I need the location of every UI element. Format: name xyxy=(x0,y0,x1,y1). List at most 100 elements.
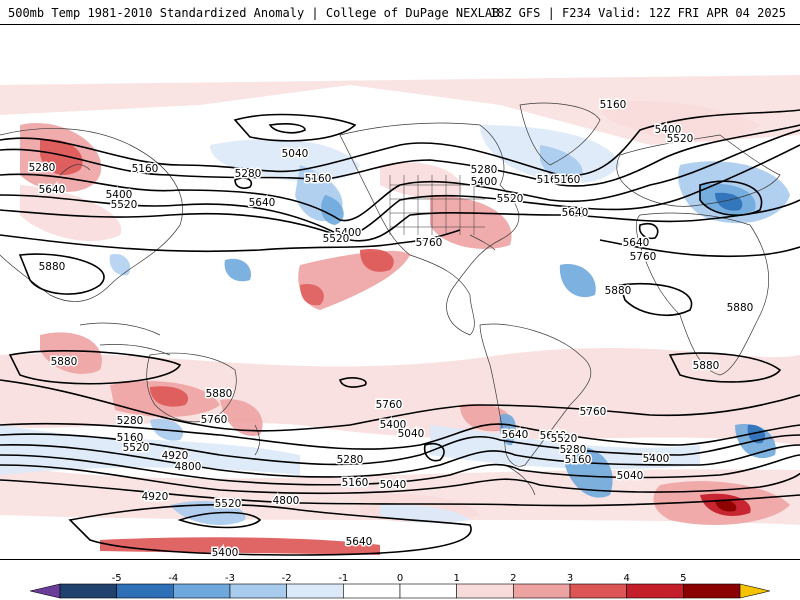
pale-red-band xyxy=(0,347,800,445)
contour-label: 5040 xyxy=(617,470,644,482)
red-anomaly xyxy=(430,195,512,249)
pale-red-band xyxy=(0,75,800,145)
color-scale-swatch xyxy=(569,583,627,599)
color-scale-tick-label: -5 xyxy=(112,573,122,584)
contour-label: 5280 xyxy=(117,415,144,427)
contour-5280-north xyxy=(0,124,800,187)
contour-label: 5160 xyxy=(600,99,627,111)
contour-label: 5040 xyxy=(398,428,425,440)
color-scale-tick-label: 1 xyxy=(453,573,459,584)
contour-label: 5400 xyxy=(380,419,407,431)
blue-anomaly xyxy=(321,195,344,225)
contour-label: 5880 xyxy=(693,360,720,372)
contour-label: 5160 xyxy=(554,174,581,186)
contour-label: 5520 xyxy=(551,433,578,445)
color-scale-ticks: -5 -4 -3 -2 -1 0 1 2 3 4 5 xyxy=(112,573,687,584)
contour-5040-south xyxy=(0,479,800,507)
contour-5880-ring-africa xyxy=(618,282,693,316)
contour-ring-pacific-north xyxy=(233,113,357,142)
europe-coast xyxy=(616,134,781,207)
contour-label: 5280 xyxy=(29,162,56,174)
contour-label: 5160 xyxy=(117,432,144,444)
color-scale-swatch xyxy=(456,583,514,599)
contour-label: 5160 xyxy=(565,454,592,466)
contour-label: 5520 xyxy=(667,133,694,145)
contour-label: 5880 xyxy=(727,302,754,314)
contour-5880-ring-sa xyxy=(668,352,782,383)
caribbean-coast xyxy=(469,234,496,251)
blue-anomaly xyxy=(715,192,743,211)
contour-5160-north xyxy=(0,109,800,177)
color-scale-swatches xyxy=(29,583,771,599)
contour-5160-south xyxy=(0,464,800,495)
blue-anomaly xyxy=(559,264,596,298)
contour-label: 5760 xyxy=(580,406,607,418)
contour-5640-north xyxy=(0,199,800,242)
color-scale-swatch xyxy=(399,583,457,599)
contour-ring-small-b xyxy=(423,442,445,462)
color-scale-swatch xyxy=(626,583,684,599)
contour-ring-europe xyxy=(699,180,763,216)
anomaly-map: 5160 5400 5520 5160 5280 5640 5400 5520 5160 5040… xyxy=(0,24,800,560)
greenland-coast xyxy=(519,102,601,166)
contour-5760-south xyxy=(0,379,800,432)
contour-label: 4800 xyxy=(273,495,300,507)
contour-5520-north xyxy=(0,144,800,237)
height-contours xyxy=(0,109,800,556)
blue-anomaly xyxy=(380,504,470,523)
contour-label: 4800 xyxy=(175,461,202,473)
blue-anomaly xyxy=(109,254,131,276)
dark-red-anomaly xyxy=(150,386,189,407)
color-scale-tick-label: 3 xyxy=(567,573,573,584)
contour-label: 5160 xyxy=(305,173,332,185)
contour-label: 5280 xyxy=(560,444,587,456)
contour-label: 5640 xyxy=(623,237,650,249)
contour-label: 5880 xyxy=(206,388,233,400)
contour-label: 5040 xyxy=(282,148,309,160)
anomaly-shading xyxy=(0,75,800,555)
contour-label: 5640 xyxy=(562,207,589,219)
contour-5640-south xyxy=(0,422,800,450)
map-title: 500mb Temp 1981-2010 Standardized Anomal… xyxy=(8,6,500,20)
contour-label: 5520 xyxy=(323,233,350,245)
color-scale-tick-label: -3 xyxy=(225,573,235,584)
dark-red-anomaly xyxy=(360,249,394,272)
contour-ring-pacific-north-inner xyxy=(268,123,306,134)
contour-label: 5280 xyxy=(471,164,498,176)
contour-5880-ring-indian xyxy=(8,350,182,385)
red-anomaly xyxy=(40,332,102,374)
red-anomaly xyxy=(20,185,122,242)
color-scale-swatch xyxy=(513,583,571,599)
red-anomaly xyxy=(300,284,324,306)
color-scale-swatch xyxy=(683,583,741,599)
contour-5400-south xyxy=(0,444,800,478)
contour-label: 5400 xyxy=(643,453,670,465)
contour-label: 5280 xyxy=(337,454,364,466)
contour-label: 5160 xyxy=(537,174,564,186)
blue-anomaly xyxy=(565,445,613,498)
africa-coast xyxy=(635,212,770,376)
blue-anomaly xyxy=(747,424,766,444)
contour-5520-south xyxy=(0,433,800,466)
contour-label: 5160 xyxy=(342,477,369,489)
color-scale-tick-label: -4 xyxy=(168,573,178,584)
red-anomaly xyxy=(100,537,380,555)
blue-anomaly xyxy=(210,139,360,182)
contour-label: 5760 xyxy=(630,251,657,263)
contour-label: 5400 xyxy=(655,124,682,136)
south-america-coast xyxy=(479,323,592,467)
dark-red-anomaly xyxy=(715,499,737,512)
contour-label: 5400 xyxy=(471,176,498,188)
pale-blue-band xyxy=(430,425,700,470)
color-scale-swatch xyxy=(59,583,117,599)
contour-5760-north xyxy=(0,229,461,253)
contour-ring-small-a xyxy=(234,177,253,189)
contour-label: 5760 xyxy=(201,414,228,426)
color-scale-tick-label: 0 xyxy=(397,573,403,584)
model-run-valid-time: 18Z GFS | F234 Valid: 12Z FRI APR 04 202… xyxy=(489,6,786,20)
contour-label: 5040 xyxy=(380,479,407,491)
color-scale-swatch xyxy=(286,583,344,599)
contour-label: 4920 xyxy=(142,491,169,503)
contour-label: 5520 xyxy=(123,442,150,454)
